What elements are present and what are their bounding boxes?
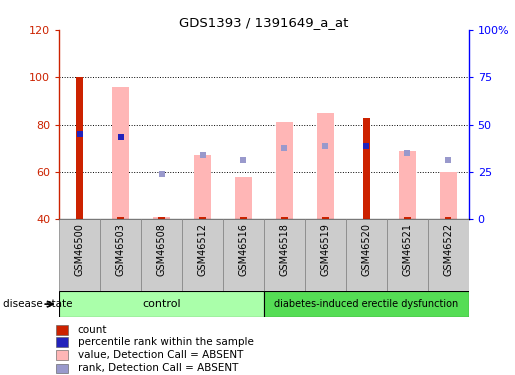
Bar (59, 291, 264, 317)
Bar (223, 219, 264, 291)
Bar (141, 219, 182, 291)
Bar (56, 338, 68, 347)
Bar (235, 177, 252, 219)
Bar (182, 219, 223, 291)
Bar (404, 217, 410, 219)
Text: GSM46512: GSM46512 (198, 223, 208, 276)
Text: GSM46519: GSM46519 (320, 223, 330, 276)
Bar (264, 291, 469, 317)
Bar (153, 216, 170, 219)
Bar (281, 217, 288, 219)
Bar (445, 217, 452, 219)
Bar (322, 217, 329, 219)
Bar (112, 87, 129, 219)
Bar (399, 151, 416, 219)
Bar (56, 325, 68, 335)
Bar (363, 118, 370, 219)
Text: GSM46500: GSM46500 (75, 223, 84, 276)
Bar (276, 122, 293, 219)
Text: percentile rank within the sample: percentile rank within the sample (78, 338, 253, 347)
Bar (76, 77, 83, 219)
Text: rank, Detection Call = ABSENT: rank, Detection Call = ABSENT (78, 363, 238, 374)
Bar (440, 172, 457, 219)
Text: control: control (142, 299, 181, 309)
Bar (194, 156, 211, 219)
Text: GSM46508: GSM46508 (157, 223, 166, 276)
Bar (117, 217, 124, 219)
Bar (56, 350, 68, 360)
Text: count: count (78, 325, 107, 335)
Bar (59, 219, 100, 291)
Text: GSM46503: GSM46503 (116, 223, 126, 276)
Bar (317, 113, 334, 219)
Text: GSM46516: GSM46516 (238, 223, 248, 276)
Text: diabetes-induced erectile dysfunction: diabetes-induced erectile dysfunction (274, 299, 458, 309)
Bar (305, 219, 346, 291)
Text: GSM46518: GSM46518 (280, 223, 289, 276)
Text: GSM46522: GSM46522 (443, 223, 453, 276)
Text: disease state: disease state (3, 299, 72, 309)
Bar (346, 219, 387, 291)
Title: GDS1393 / 1391649_a_at: GDS1393 / 1391649_a_at (179, 16, 349, 29)
Bar (427, 219, 469, 291)
Bar (56, 364, 68, 374)
Bar (100, 219, 141, 291)
Text: GSM46521: GSM46521 (402, 223, 412, 276)
Text: GSM46520: GSM46520 (362, 223, 371, 276)
Bar (387, 219, 427, 291)
Bar (158, 217, 165, 219)
Text: value, Detection Call = ABSENT: value, Detection Call = ABSENT (78, 350, 243, 360)
Bar (240, 217, 247, 219)
Bar (264, 219, 305, 291)
Bar (199, 217, 206, 219)
